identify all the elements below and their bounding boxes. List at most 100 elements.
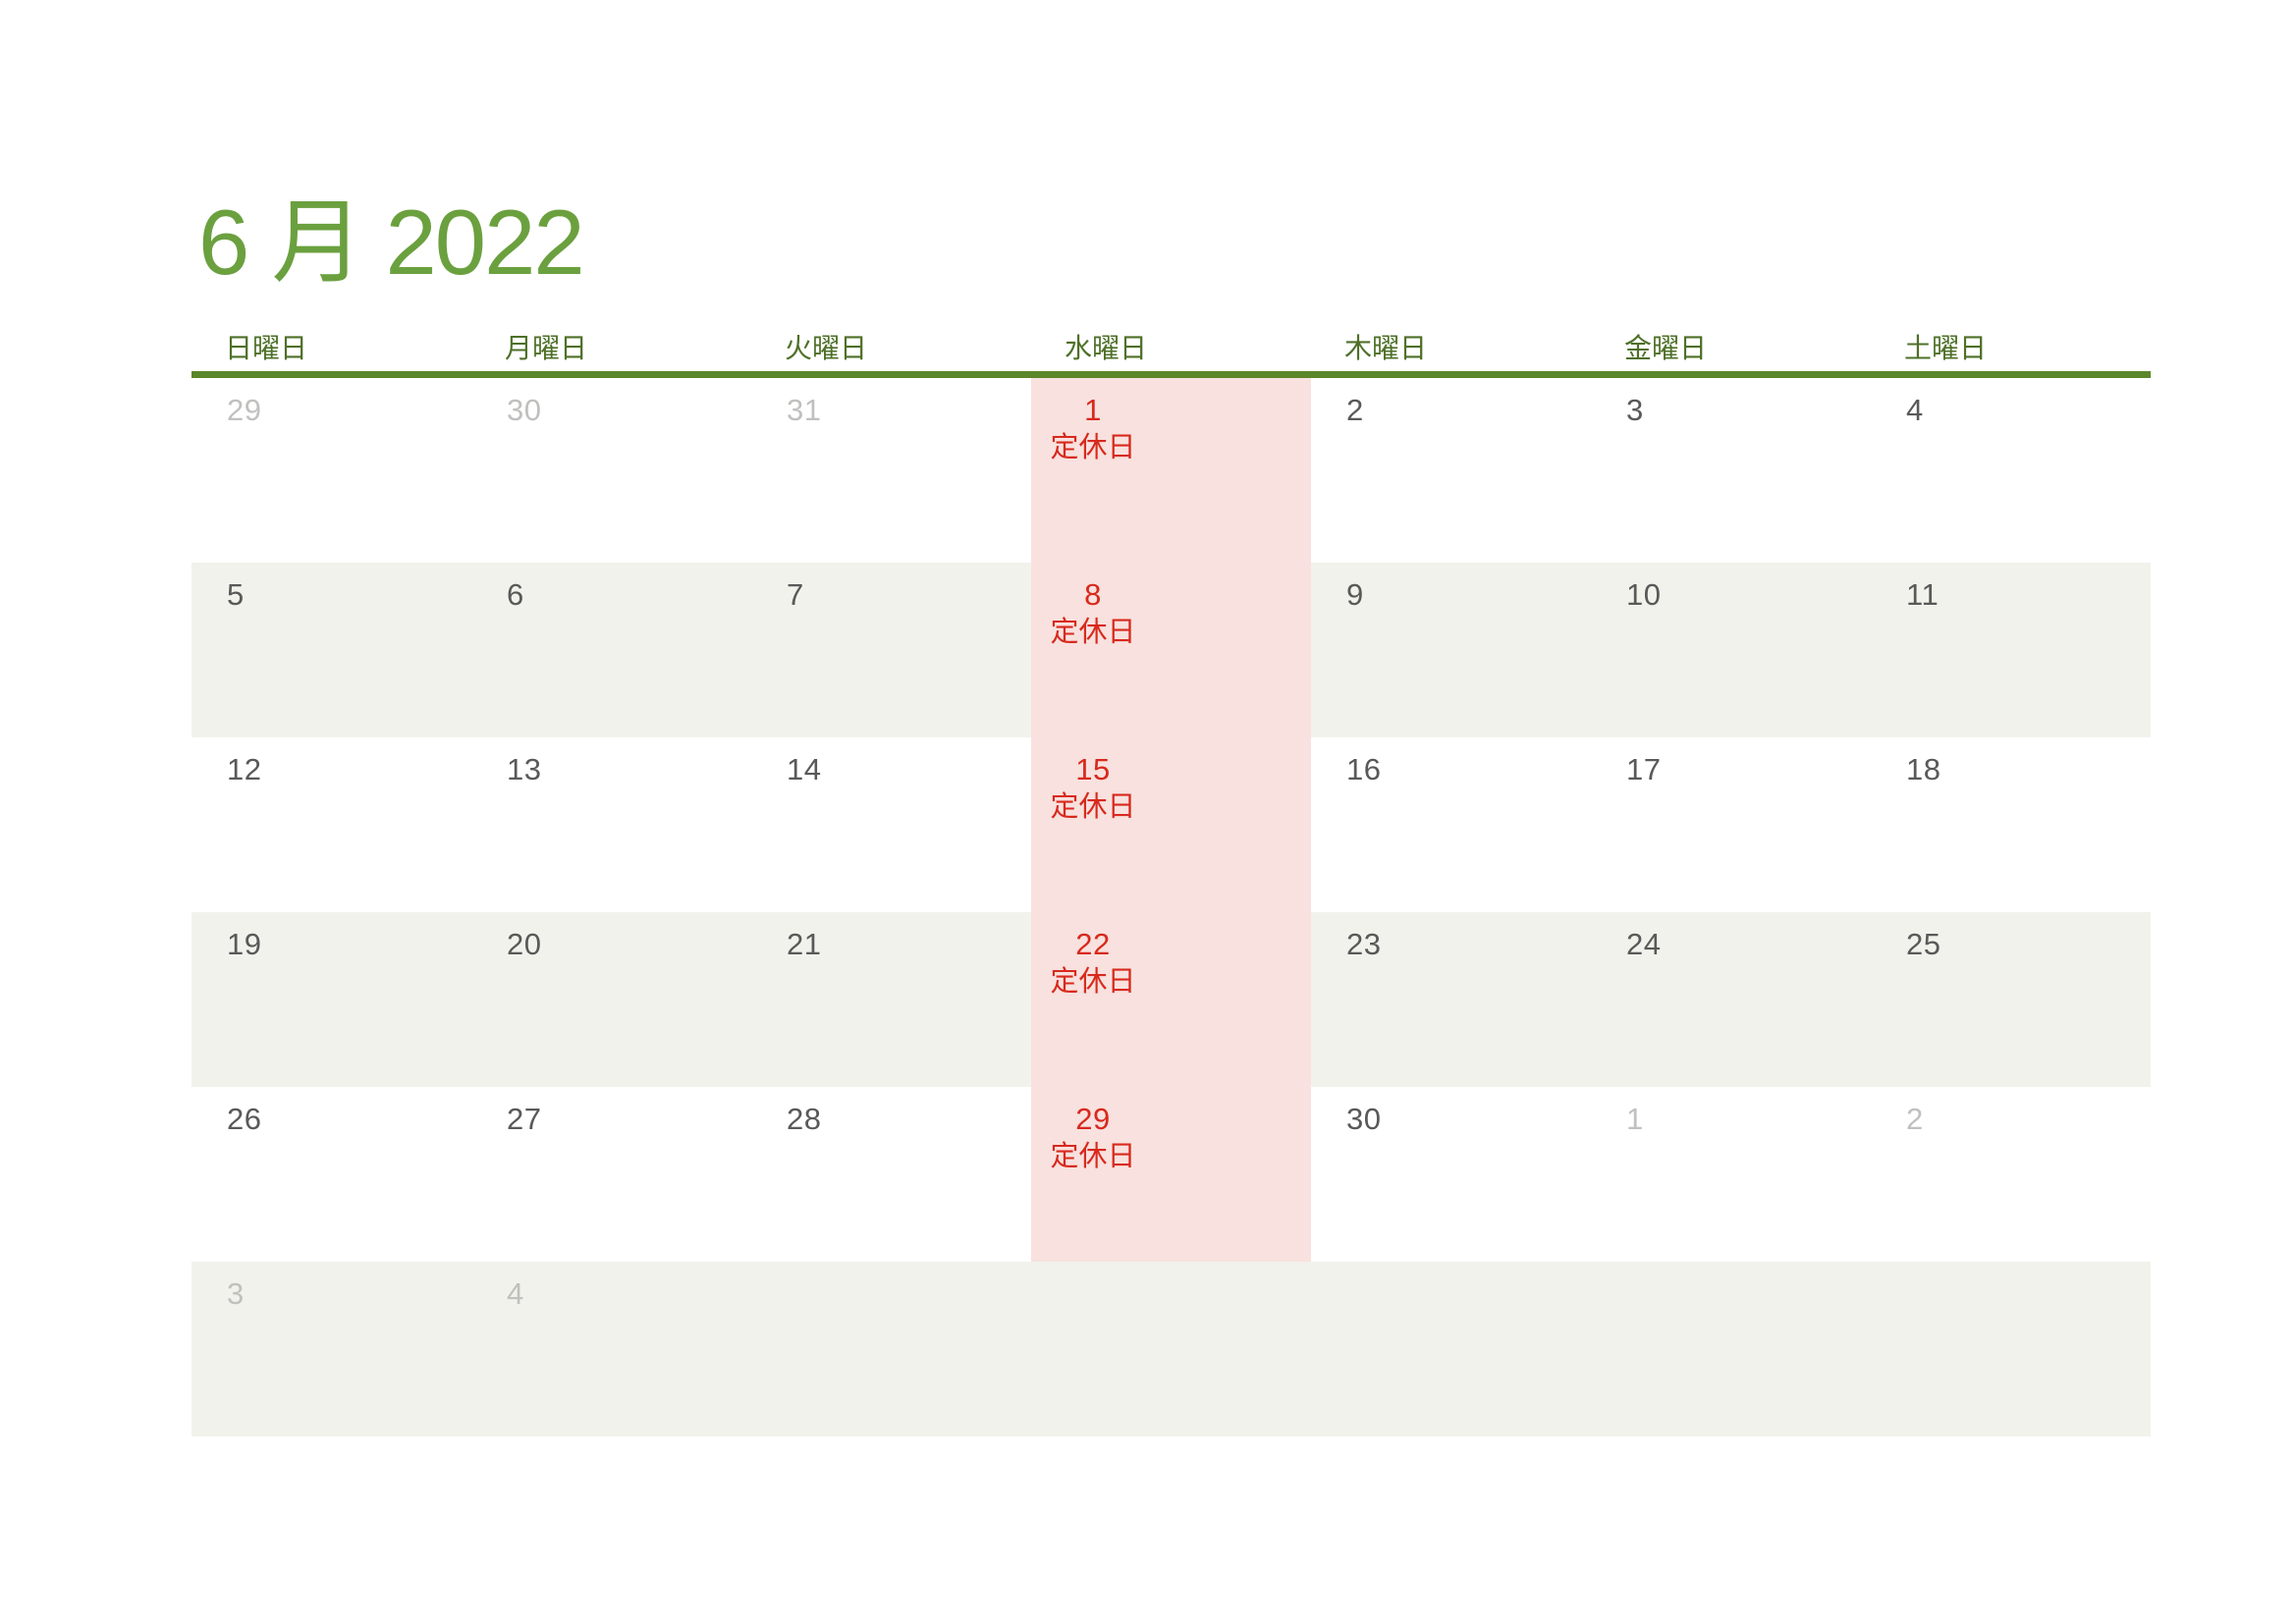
calendar-day-cell[interactable]: 4	[471, 1262, 751, 1436]
calendar-day-cell[interactable]: 29 定休日	[1031, 1087, 1311, 1262]
date-box: 9	[1311, 575, 1591, 614]
date-box: 8 定休日	[1031, 575, 1155, 652]
calendar-day-cell[interactable]: 14	[751, 737, 1031, 912]
calendar-day-cell[interactable]	[1591, 1262, 1871, 1436]
calendar-day-number: 8	[1084, 577, 1102, 612]
calendar-day-cell[interactable]: 2	[1871, 1087, 2151, 1262]
date-box: 28	[751, 1100, 1031, 1138]
date-box: 15 定休日	[1031, 750, 1155, 827]
weekday-header-monday: 月曜日	[505, 333, 588, 363]
calendar-day-cell[interactable]	[1311, 1262, 1591, 1436]
date-box: 5	[191, 575, 471, 614]
date-box: 14	[751, 750, 1031, 788]
calendar-day-cell[interactable]: 7	[751, 563, 1031, 737]
calendar-day-number: 30	[1346, 1102, 1382, 1136]
calendar-day-cell[interactable]: 30	[1311, 1087, 1591, 1262]
calendar-day-cell[interactable]: 16	[1311, 737, 1591, 912]
calendar-day-cell[interactable]	[1031, 1262, 1311, 1436]
calendar-day-cell[interactable]: 29	[191, 378, 471, 563]
calendar-day-cell[interactable]: 6	[471, 563, 751, 737]
date-box: 17	[1591, 750, 1871, 788]
weekday-header-saturday: 土曜日	[1904, 333, 1988, 363]
calendar-day-number: 5	[227, 577, 245, 612]
calendar-day-number: 1	[1084, 393, 1102, 427]
date-box: 24	[1591, 925, 1871, 963]
calendar-day-cell[interactable]: 19	[191, 912, 471, 1087]
calendar-day-number: 24	[1626, 927, 1662, 961]
calendar-day-cell[interactable]: 3	[1591, 378, 1871, 563]
calendar-day-cell[interactable]: 22 定休日	[1031, 912, 1311, 1087]
calendar-day-number: 4	[1906, 393, 1924, 427]
calendar-day-number: 25	[1906, 927, 1941, 961]
date-box: 20	[471, 925, 751, 963]
calendar-day-cell[interactable]: 3	[191, 1262, 471, 1436]
calendar-day-cell[interactable]: 20	[471, 912, 751, 1087]
date-box: 3	[191, 1274, 471, 1313]
holiday-label: 定休日	[1050, 432, 1136, 463]
calendar-day-number: 1	[1626, 1102, 1644, 1136]
date-box: 7	[751, 575, 1031, 614]
calendar-day-cell[interactable]: 8 定休日	[1031, 563, 1311, 737]
date-box: 25	[1871, 925, 2151, 963]
calendar-day-number: 31	[787, 393, 822, 427]
calendar-day-number: 10	[1626, 577, 1662, 612]
calendar-day-cell[interactable]: 18	[1871, 737, 2151, 912]
calendar-day-cell[interactable]: 1	[1591, 1087, 1871, 1262]
calendar-day-number: 17	[1626, 752, 1662, 786]
calendar-day-number: 13	[507, 752, 542, 786]
calendar-day-number: 12	[227, 752, 262, 786]
calendar-day-cell[interactable]: 25	[1871, 912, 2151, 1087]
date-box: 27	[471, 1100, 751, 1138]
calendar-day-number: 3	[227, 1276, 245, 1311]
date-box: 26	[191, 1100, 471, 1138]
date-box: 11	[1871, 575, 2151, 614]
date-box: 4	[1871, 391, 2151, 429]
calendar-day-cell[interactable]	[751, 1262, 1031, 1436]
calendar-day-cell[interactable]: 9	[1311, 563, 1591, 737]
date-box: 1	[1591, 1100, 1871, 1138]
calendar-day-cell[interactable]: 28	[751, 1087, 1031, 1262]
weekday-header-friday: 金曜日	[1624, 333, 1708, 363]
calendar-day-number: 7	[787, 577, 804, 612]
calendar-day-cell[interactable]: 11	[1871, 563, 2151, 737]
holiday-label: 定休日	[1050, 791, 1136, 823]
calendar-day-cell[interactable]: 26	[191, 1087, 471, 1262]
calendar-day-number: 19	[227, 927, 262, 961]
calendar-day-cell[interactable]: 27	[471, 1087, 751, 1262]
calendar-day-cell[interactable]: 10	[1591, 563, 1871, 737]
calendar-day-number: 4	[507, 1276, 524, 1311]
calendar-day-cell[interactable]: 12	[191, 737, 471, 912]
calendar-grid: 29 30 31 1 定休日 2 3 4 5 6 7 8 定休日 9 10 11 12 13 14 15 定休日 16 17…	[191, 378, 2151, 1436]
calendar-week-row: 19 20 21 22 定休日 23 24 25	[191, 912, 2151, 1087]
calendar-week-row: 29 30 31 1 定休日 2 3 4	[191, 378, 2151, 563]
date-box: 21	[751, 925, 1031, 963]
date-box: 23	[1311, 925, 1591, 963]
calendar-day-cell[interactable]: 24	[1591, 912, 1871, 1087]
calendar-day-number: 14	[787, 752, 822, 786]
calendar-day-cell[interactable]: 1 定休日	[1031, 378, 1311, 563]
date-box: 13	[471, 750, 751, 788]
calendar-day-number: 28	[787, 1102, 822, 1136]
calendar-day-cell[interactable]	[1871, 1262, 2151, 1436]
calendar-day-cell[interactable]: 13	[471, 737, 751, 912]
holiday-label: 定休日	[1050, 1141, 1136, 1172]
weekday-header-thursday: 木曜日	[1344, 333, 1428, 363]
calendar: 日曜日 月曜日 火曜日 水曜日 木曜日 金曜日 土曜日 29 30 31 1 定休日 2 3…	[191, 326, 2151, 1436]
calendar-day-cell[interactable]: 23	[1311, 912, 1591, 1087]
calendar-week-row: 12 13 14 15 定休日 16 17 18	[191, 737, 2151, 912]
calendar-day-cell[interactable]: 5	[191, 563, 471, 737]
calendar-day-cell[interactable]: 21	[751, 912, 1031, 1087]
header-divider-rule	[191, 371, 2151, 378]
calendar-day-cell[interactable]: 30	[471, 378, 751, 563]
calendar-day-number: 22	[1075, 927, 1111, 961]
calendar-day-cell[interactable]: 2	[1311, 378, 1591, 563]
date-box: 3	[1591, 391, 1871, 429]
calendar-day-cell[interactable]: 31	[751, 378, 1031, 563]
calendar-day-cell[interactable]: 17	[1591, 737, 1871, 912]
calendar-day-cell[interactable]: 4	[1871, 378, 2151, 563]
calendar-day-cell[interactable]: 15 定休日	[1031, 737, 1311, 912]
calendar-week-row: 5 6 7 8 定休日 9 10 11	[191, 563, 2151, 737]
calendar-day-number: 29	[1075, 1102, 1111, 1136]
